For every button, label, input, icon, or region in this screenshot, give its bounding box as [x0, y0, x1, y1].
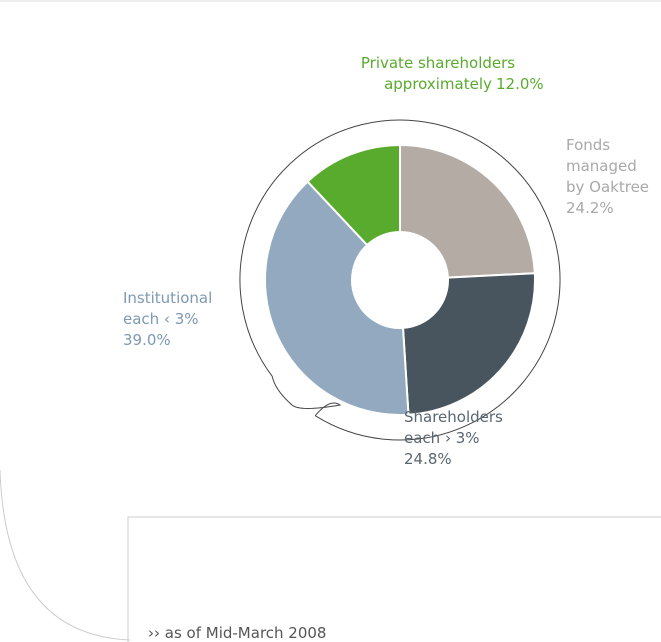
value-label: 24.8%	[404, 450, 452, 468]
slice-label: approximately	[384, 75, 492, 93]
slice-label: each › 3%	[404, 429, 480, 447]
value-label: 24.2%	[566, 199, 614, 217]
donut-slice	[264, 180, 410, 416]
slice-label: by Oaktree	[566, 178, 649, 196]
note: ›› as of Mid-March 2008	[148, 624, 326, 642]
value-label: 39.0%	[123, 331, 171, 349]
donut-slice	[401, 272, 536, 416]
slice-label: Private shareholders	[361, 54, 515, 72]
slice-label: Shareholders	[404, 408, 503, 426]
slice-label: Institutional	[123, 289, 212, 307]
slice-label: Fonds	[566, 136, 610, 154]
bubble-outline	[239, 119, 561, 441]
slice-label: managed	[566, 157, 637, 175]
donut-slice	[399, 143, 536, 279]
slice-label: each ‹ 3%	[123, 310, 199, 328]
note-box	[127, 516, 661, 642]
donut-slice	[306, 143, 401, 247]
value-label: 12.0%	[496, 75, 544, 93]
frame-curve	[0, 469, 131, 641]
